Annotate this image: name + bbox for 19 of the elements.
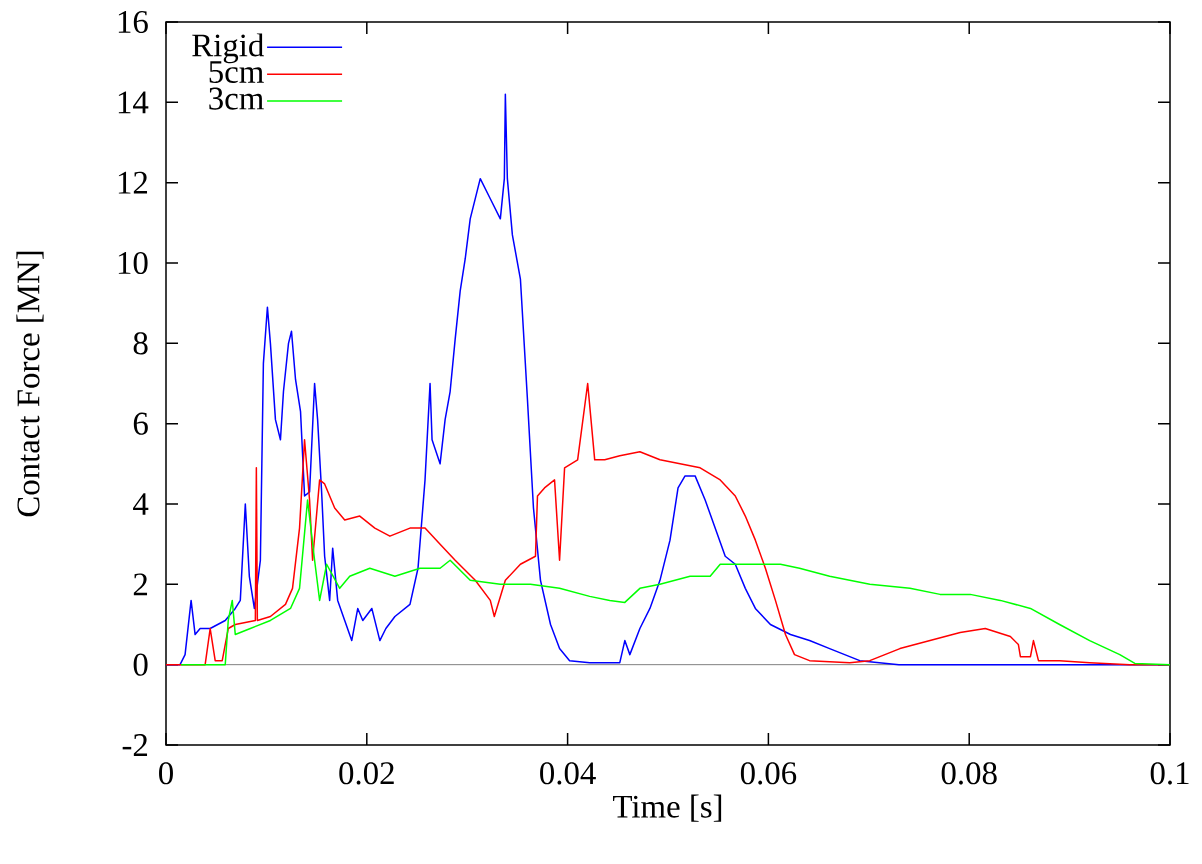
y-tick-label: 4: [133, 493, 149, 515]
y-tick-label: 14: [118, 91, 149, 114]
x-tick-label: 0.06: [740, 762, 797, 785]
y-tick-label: 12: [118, 171, 148, 194]
y-tick-label: 16: [118, 10, 148, 34]
x-tick-label: 0.1: [1150, 762, 1189, 785]
y-tick-label: -2: [122, 734, 148, 756]
y-tick-label: 10: [118, 251, 148, 275]
y-tick-label: 6: [133, 412, 148, 435]
legend-label: 3cm: [209, 87, 264, 110]
x-tick-label: 0.04: [540, 762, 596, 785]
x-axis-title: Time [s]: [613, 794, 722, 822]
x-tick-label: 0: [159, 762, 173, 785]
x-tick-label: 0.08: [941, 762, 997, 785]
y-tick-label: 2: [133, 573, 148, 596]
x-tick-label: 0.02: [339, 762, 394, 785]
y-axis-title: Contact Force [MN]: [16, 251, 44, 517]
y-tick-label: 0: [133, 653, 148, 676]
y-tick-label: 8: [133, 332, 148, 355]
